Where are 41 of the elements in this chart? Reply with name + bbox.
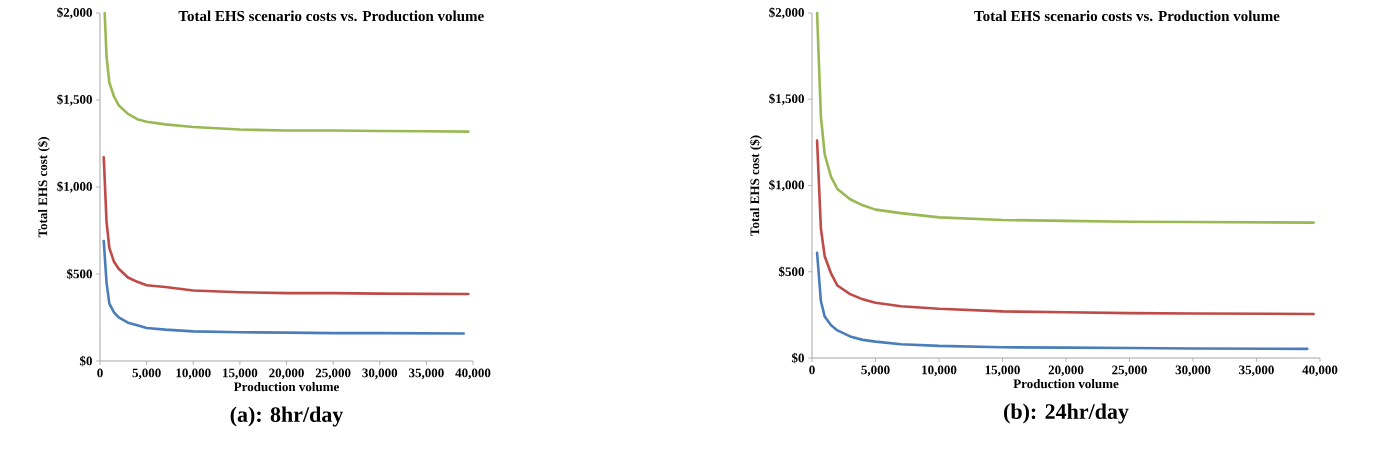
- y-tick-label: $2,000: [769, 7, 804, 19]
- x-tick-label: 10,000: [176, 368, 211, 380]
- x-axis-title: Production volume: [1013, 379, 1119, 389]
- text: (b): 24hr/day: [1004, 403, 1129, 424]
- x-tick-label: 25,000: [315, 368, 351, 380]
- line-series: [102, 239, 465, 335]
- y-tick-label: $2,000: [57, 7, 92, 19]
- y-axis-title: Total EHS cost ($): [37, 137, 50, 238]
- text: (a): 8hr/day: [230, 406, 344, 427]
- line-series: [815, 251, 1309, 351]
- y-tick-label: $500: [66, 268, 92, 280]
- x-tick-label: 20,000: [1048, 365, 1084, 377]
- x-tick-label: 5,000: [861, 365, 890, 377]
- x-tick-label: 15,000: [223, 368, 258, 380]
- line-series: [815, 11, 1315, 224]
- x-tick-label: 30,000: [1175, 365, 1211, 377]
- x-tick-label: 0: [809, 365, 815, 375]
- x-tick-label: 20,000: [269, 368, 304, 380]
- chart-title: Total EHS scenario costs vs. Production volume: [178, 10, 484, 22]
- x-tick-label: 40,000: [455, 368, 491, 380]
- x-tick-label: 25,000: [1112, 365, 1147, 377]
- y-tick-label: $1,000: [57, 181, 92, 193]
- y-tick-label: $1,000: [769, 179, 804, 192]
- y-tick-label: $500: [778, 266, 804, 277]
- x-tick-label: 5,000: [132, 368, 161, 380]
- x-tick-label: 35,000: [409, 368, 444, 380]
- y-axis-title: Total EHS cost ($): [749, 135, 762, 236]
- x-tick-label: 40,000: [1302, 365, 1338, 377]
- x-tick-label: 15,000: [985, 365, 1020, 377]
- line-series: [102, 156, 470, 296]
- y-tick-label: $0: [791, 352, 804, 364]
- chart-title: Total EHS scenario costs vs. Production volume: [974, 10, 1280, 22]
- y-tick-label: $0: [79, 355, 92, 367]
- x-tick-label: 30,000: [362, 368, 398, 380]
- x-tick-label: 35,000: [1239, 365, 1274, 377]
- x-axis-title: Production volume: [233, 382, 339, 392]
- line-series: [815, 139, 1315, 316]
- x-tick-label: 0: [97, 368, 103, 378]
- y-tick-label: $1,500: [769, 93, 804, 105]
- x-tick-label: 10,000: [922, 365, 957, 377]
- y-tick-label: $1,500: [57, 94, 92, 106]
